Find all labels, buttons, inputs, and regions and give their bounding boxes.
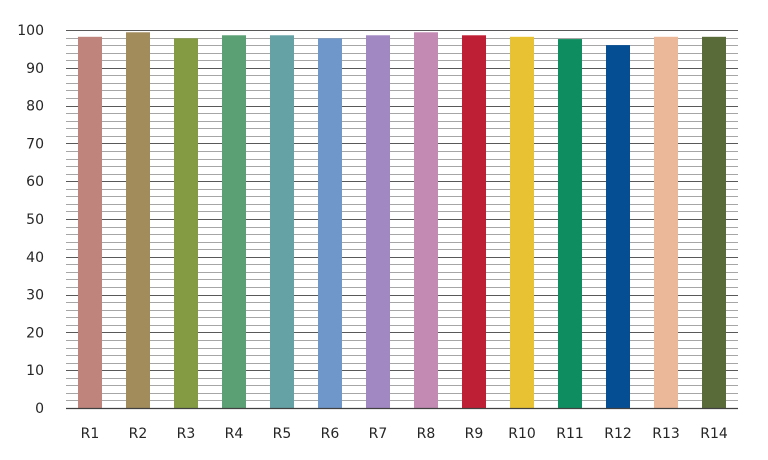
bars [78, 32, 726, 409]
x-tick-label: R8 [417, 426, 436, 442]
bar-r11 [558, 39, 582, 408]
y-tick-label: 20 [26, 325, 44, 341]
x-tick-label: R2 [129, 426, 148, 442]
x-tick-label: R6 [321, 426, 340, 442]
y-tick-label: 100 [17, 23, 44, 39]
gridlines [66, 30, 738, 401]
bar-r2 [126, 32, 150, 409]
bar-r12 [606, 45, 630, 409]
y-tick-label: 10 [26, 363, 44, 379]
bar-r14 [702, 36, 726, 409]
x-tick-labels: R1 R2 R3 R4 R5 R6 R7 R8 R9 R10 R11 R12 R13 R14 [81, 426, 728, 442]
y-tick-label: 40 [26, 250, 44, 266]
bar-r10 [510, 36, 534, 409]
y-tick-label: 60 [26, 174, 44, 190]
x-tick-label: R13 [652, 426, 680, 442]
y-tick-label: 70 [26, 136, 44, 152]
x-tick-label: R7 [369, 426, 388, 442]
x-tick-label: R1 [81, 426, 100, 442]
x-tick-label: R3 [177, 426, 196, 442]
y-tick-label: 90 [26, 61, 44, 77]
x-tick-label: R11 [556, 426, 584, 442]
bar-r3 [174, 38, 198, 408]
y-tick-label: 30 [26, 288, 44, 304]
x-tick-label: R9 [465, 426, 484, 442]
x-tick-label: R12 [604, 426, 632, 442]
y-tick-label: 50 [26, 212, 44, 228]
bar-r4 [222, 35, 246, 408]
bar-r7 [366, 35, 390, 408]
x-tick-label: R5 [273, 426, 292, 442]
bar-r9 [462, 35, 486, 408]
y-tick-label: 0 [35, 401, 44, 417]
bar-r8 [414, 32, 438, 409]
x-tick-label: R14 [700, 426, 728, 442]
bar-r6 [318, 38, 342, 408]
y-tick-label: 80 [26, 99, 44, 115]
bar-r5 [270, 35, 294, 408]
y-tick-labels: 0 10 20 30 40 50 60 70 80 90 100 [17, 23, 44, 417]
x-tick-label: R4 [225, 426, 244, 442]
x-tick-label: R10 [508, 426, 536, 442]
bar-r1 [78, 36, 102, 409]
bar-r13 [654, 36, 678, 409]
